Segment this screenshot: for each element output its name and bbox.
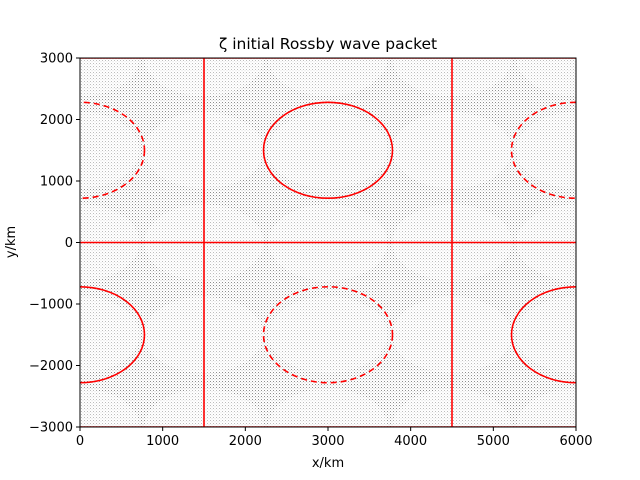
y-tick-label: −2000 <box>29 359 73 374</box>
shaded-blob-17 <box>268 296 388 373</box>
y-axis-ticks: −3000 −2000 −1000 0 1000 2000 3000 <box>29 52 80 436</box>
shaded-blob-22 <box>268 388 388 427</box>
x-axis-ticks: 0 1000 2000 3000 4000 5000 6000 <box>76 427 593 449</box>
shaded-blob-24 <box>516 388 576 427</box>
positive-contour-0 <box>262 101 394 200</box>
chart-title: ζ initial Rossby wave packet <box>219 35 437 53</box>
shaded-blob-19 <box>516 296 576 373</box>
contour-layer <box>80 58 576 427</box>
y-tick-label: 2000 <box>40 113 73 128</box>
x-tick-label: 0 <box>76 434 84 449</box>
y-tick-label: −1000 <box>29 298 73 313</box>
x-tick-label: 6000 <box>559 434 592 449</box>
x-tick-label: 4000 <box>394 434 427 449</box>
shaded-blob-5 <box>80 112 140 189</box>
chart-title-text: ζ initial Rossby wave packet <box>219 35 437 53</box>
x-tick-label: 2000 <box>229 434 262 449</box>
x-tick-label: 3000 <box>311 434 344 449</box>
negative-contour-2 <box>262 285 394 384</box>
shaded-blob-4 <box>516 58 576 97</box>
shaded-blob-2 <box>268 58 388 97</box>
y-tick-label: 0 <box>65 236 73 251</box>
y-tick-label: −3000 <box>29 421 73 436</box>
x-tick-label: 5000 <box>477 434 510 449</box>
y-tick-label: 3000 <box>40 52 73 67</box>
y-axis-label: y/km <box>4 226 19 258</box>
shaded-blob-0 <box>80 58 140 97</box>
negative-contour-0 <box>80 101 146 200</box>
shaded-blob-15 <box>80 296 140 373</box>
shaded-blob-9 <box>516 112 576 189</box>
x-tick-label: 1000 <box>146 434 179 449</box>
shaded-blob-layer <box>80 58 576 427</box>
y-tick-label: 1000 <box>40 175 73 190</box>
positive-contour-1 <box>80 285 146 384</box>
shaded-blob-7 <box>268 112 388 189</box>
x-axis-label: x/km <box>312 456 344 471</box>
shaded-blob-20 <box>80 388 140 427</box>
plot-area <box>80 58 576 427</box>
